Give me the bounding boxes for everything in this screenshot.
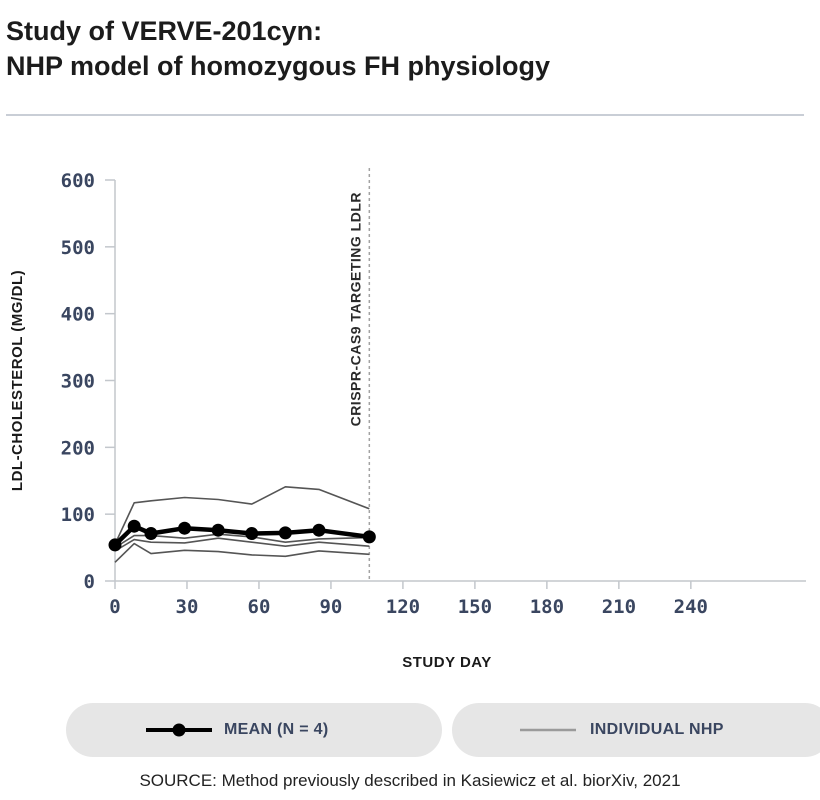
mean-data-point xyxy=(108,538,122,552)
x-tick-label: 60 xyxy=(248,596,271,618)
y-tick-label: 300 xyxy=(61,371,95,393)
x-tick-label: 240 xyxy=(674,596,708,618)
annotation-label: CRISPR-CAS9 TARGETING LDLR xyxy=(347,192,363,426)
mean-data-point xyxy=(144,527,158,541)
y-tick-label: 200 xyxy=(61,437,95,459)
x-tick-label: 0 xyxy=(109,596,120,618)
y-axis: 0 100 200 300 400 500 600 xyxy=(61,170,116,593)
x-axis: 0 30 60 90 120 150 180 210 240 xyxy=(109,580,806,618)
source-note: SOURCE: Method previously described in K… xyxy=(139,771,681,790)
x-tick-label: 150 xyxy=(458,596,492,618)
y-tick-label: 400 xyxy=(61,304,95,326)
mean-data-point xyxy=(245,527,259,541)
series xyxy=(108,485,376,563)
x-axis-label: STUDY DAY xyxy=(402,654,492,671)
individual-series-line xyxy=(114,485,370,545)
mean-data-point xyxy=(127,519,141,533)
legend-label-individual: INDIVIDUAL NHP xyxy=(590,721,724,738)
y-tick-label: 500 xyxy=(61,237,95,259)
y-axis-label: LDL-CHOLESTEROL (MG/DL) xyxy=(9,270,26,491)
legend-item-mean: MEAN (N = 4) xyxy=(66,703,442,757)
x-tick-label: 180 xyxy=(530,596,564,618)
individual-series-line xyxy=(114,542,370,563)
individual-line-swatch-icon xyxy=(520,728,576,732)
x-tick-label: 210 xyxy=(602,596,636,618)
y-tick-label: 100 xyxy=(61,504,95,526)
legend-item-individual: INDIVIDUAL NHP xyxy=(452,703,820,757)
mean-data-point xyxy=(278,526,292,540)
legend-label-mean: MEAN (N = 4) xyxy=(224,721,329,738)
y-tick-label: 0 xyxy=(84,571,95,593)
mean-data-point xyxy=(178,521,192,535)
y-tick-label: 600 xyxy=(61,170,95,192)
x-tick-label: 90 xyxy=(319,596,342,618)
mean-data-point xyxy=(211,523,225,537)
mean-data-point xyxy=(312,523,326,537)
title-divider xyxy=(6,114,804,116)
annotation: CRISPR-CAS9 TARGETING LDLR xyxy=(347,168,371,581)
chart-title-line-2: NHP model of homozygous FH physiology xyxy=(6,51,551,81)
mean-line-swatch-icon xyxy=(146,723,212,737)
x-tick-label: 120 xyxy=(386,596,420,618)
chart-title: Study of VERVE-201cyn: NHP model of homo… xyxy=(6,14,806,84)
chart-title-line-1: Study of VERVE-201cyn: xyxy=(6,16,323,46)
ldl-cholesterol-line-chart: 0 100 200 300 400 500 600 0 30 60 90 120 150 180 210 2… xyxy=(9,168,806,671)
individual-series-line xyxy=(114,537,370,552)
x-tick-label: 30 xyxy=(176,596,199,618)
mean-data-point xyxy=(362,530,376,544)
